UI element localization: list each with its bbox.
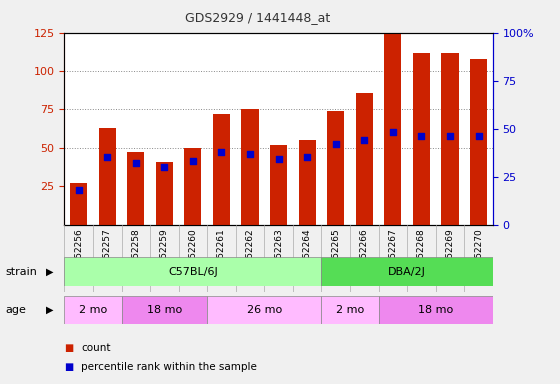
Point [388, 129, 397, 136]
Text: 18 mo: 18 mo [418, 305, 453, 315]
Bar [70, 183, 87, 225]
Point [446, 133, 455, 139]
Text: ■: ■ [64, 343, 74, 353]
Point [274, 156, 283, 162]
Bar [64, 257, 321, 286]
Text: DBA/2J: DBA/2J [388, 266, 426, 277]
Point [160, 164, 169, 170]
Text: GDS2929 / 1441448_at: GDS2929 / 1441448_at [185, 12, 330, 25]
Bar [470, 59, 487, 225]
Text: 26 mo: 26 mo [247, 305, 282, 315]
Bar [321, 296, 379, 324]
Point [360, 137, 368, 143]
Point [474, 133, 483, 139]
Bar [99, 128, 116, 225]
Text: GSM152267: GSM152267 [388, 228, 398, 283]
Text: ▶: ▶ [45, 266, 53, 277]
Text: strain: strain [6, 266, 38, 277]
Text: 2 mo: 2 mo [79, 305, 107, 315]
Text: GSM152266: GSM152266 [360, 228, 369, 283]
Text: GSM152257: GSM152257 [102, 228, 112, 283]
Bar [207, 296, 321, 324]
Bar [413, 53, 430, 225]
Point [103, 154, 112, 161]
Point [188, 158, 198, 164]
Bar [384, 34, 402, 225]
Text: GSM152264: GSM152264 [302, 228, 312, 283]
Point [245, 151, 254, 157]
Text: ■: ■ [64, 362, 74, 372]
Point [74, 187, 83, 193]
Text: GSM152258: GSM152258 [131, 228, 141, 283]
Point [217, 149, 226, 155]
Text: GSM152263: GSM152263 [274, 228, 283, 283]
Text: GSM152270: GSM152270 [474, 228, 483, 283]
Text: GSM152261: GSM152261 [217, 228, 226, 283]
Point [331, 141, 340, 147]
Bar [184, 148, 202, 225]
Text: GSM152269: GSM152269 [445, 228, 455, 283]
Text: 2 mo: 2 mo [336, 305, 364, 315]
Bar [270, 145, 287, 225]
Bar [122, 296, 207, 324]
Text: count: count [81, 343, 111, 353]
Bar [213, 114, 230, 225]
Bar [241, 109, 259, 225]
Text: C57BL/6J: C57BL/6J [168, 266, 218, 277]
Bar [321, 257, 493, 286]
Bar [379, 296, 493, 324]
Point [417, 133, 426, 139]
Bar [356, 93, 373, 225]
Text: age: age [6, 305, 26, 315]
Bar [298, 140, 316, 225]
Text: ▶: ▶ [45, 305, 53, 315]
Bar [64, 296, 122, 324]
Text: GSM152268: GSM152268 [417, 228, 426, 283]
Bar [441, 53, 459, 225]
Text: GSM152259: GSM152259 [160, 228, 169, 283]
Text: GSM152265: GSM152265 [331, 228, 340, 283]
Text: GSM152262: GSM152262 [245, 228, 255, 283]
Text: 18 mo: 18 mo [147, 305, 182, 315]
Text: GSM152260: GSM152260 [188, 228, 198, 283]
Text: GSM152256: GSM152256 [74, 228, 83, 283]
Bar [327, 111, 344, 225]
Bar [127, 152, 144, 225]
Bar [156, 162, 173, 225]
Point [302, 154, 311, 161]
Point [131, 160, 140, 166]
Text: percentile rank within the sample: percentile rank within the sample [81, 362, 257, 372]
